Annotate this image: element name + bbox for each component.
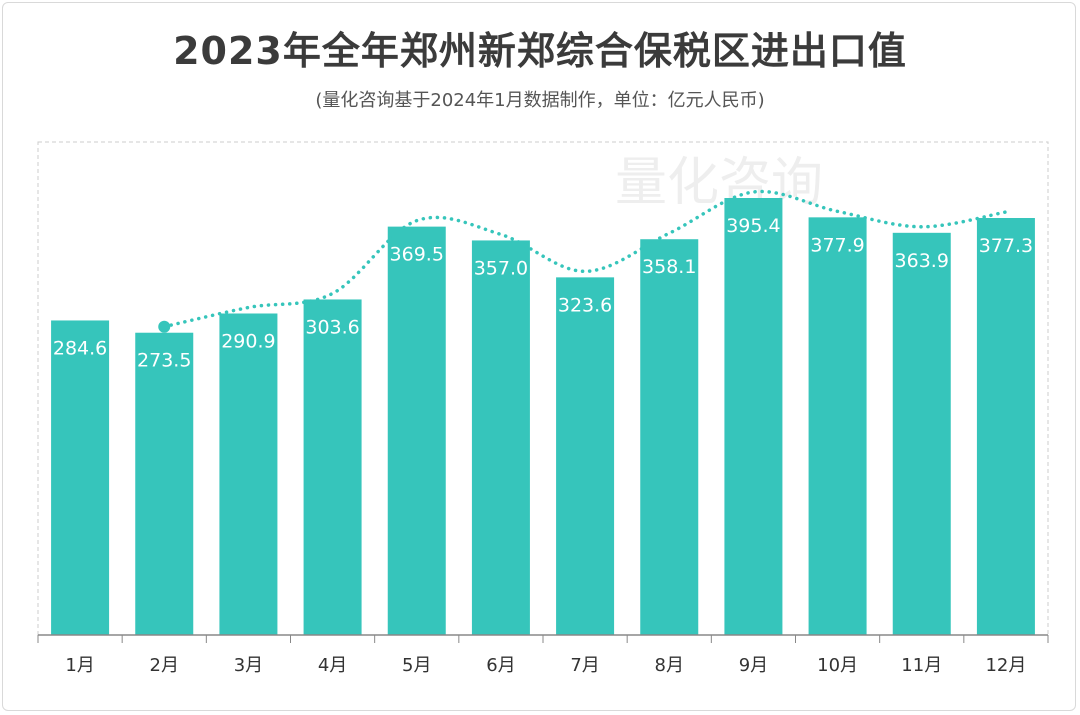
bar-value-label: 369.5	[390, 244, 444, 266]
bars	[51, 198, 1035, 635]
x-tick-label: 1月	[65, 655, 94, 676]
x-tick-label: 6月	[486, 655, 515, 676]
bar-8	[640, 239, 699, 635]
bar-value-label: 290.9	[221, 330, 275, 352]
bar-value-label: 363.9	[895, 250, 949, 272]
bar-4	[303, 299, 362, 635]
x-tick-label: 10月	[817, 655, 858, 676]
bar-3	[219, 313, 278, 635]
x-tick-label: 2月	[150, 655, 179, 676]
trend-line	[158, 189, 1008, 333]
bar-11	[892, 232, 951, 635]
x-axis-ticks: 1月 2月 3月 4月 5月 6月 7月 8月 9月 10月 11月 12月	[37, 635, 1049, 676]
chart-subtitle: (量化咨询基于2024年1月数据制作，单位：亿元人民币)	[315, 90, 765, 111]
bar-10	[808, 217, 867, 635]
x-tick-label: 5月	[402, 655, 431, 676]
bar-2	[135, 332, 194, 635]
x-tick-label: 9月	[739, 655, 768, 676]
value-labels: 284.6 273.5 290.9 303.6 369.5 357.0 323.6 358.1…	[53, 215, 1033, 372]
bar-5	[387, 226, 446, 635]
bar-value-label: 303.6	[305, 316, 359, 338]
bar-value-label: 395.4	[726, 215, 780, 237]
x-tick-label: 3月	[234, 655, 263, 676]
bar-value-label: 377.9	[810, 234, 864, 256]
plot-area	[37, 141, 1049, 636]
bar-value-label: 358.1	[642, 256, 696, 278]
watermark-text: 量化咨询	[615, 153, 823, 213]
bar-value-label: 323.6	[558, 294, 612, 316]
x-tick-label: 7月	[570, 655, 599, 676]
bar-1	[51, 320, 110, 635]
bar-12	[976, 218, 1035, 635]
watermark: 量化咨询	[615, 153, 823, 213]
bar-9	[724, 198, 783, 635]
bar-value-label: 273.5	[137, 350, 191, 372]
x-tick-label: 11月	[901, 655, 942, 676]
trend-line-start-dot	[158, 320, 171, 333]
chart-title: 2023年全年郑州新郑综合保税区进出口值	[173, 29, 907, 73]
bar-value-label: 357.0	[474, 257, 528, 279]
x-tick-label: 4月	[318, 655, 347, 676]
x-tick-label: 12月	[985, 655, 1026, 676]
bar-value-label: 284.6	[53, 337, 107, 359]
bar-7	[556, 277, 615, 635]
bar-6	[471, 240, 530, 635]
bar-value-label: 377.3	[979, 235, 1033, 257]
x-tick-label: 8月	[655, 655, 684, 676]
